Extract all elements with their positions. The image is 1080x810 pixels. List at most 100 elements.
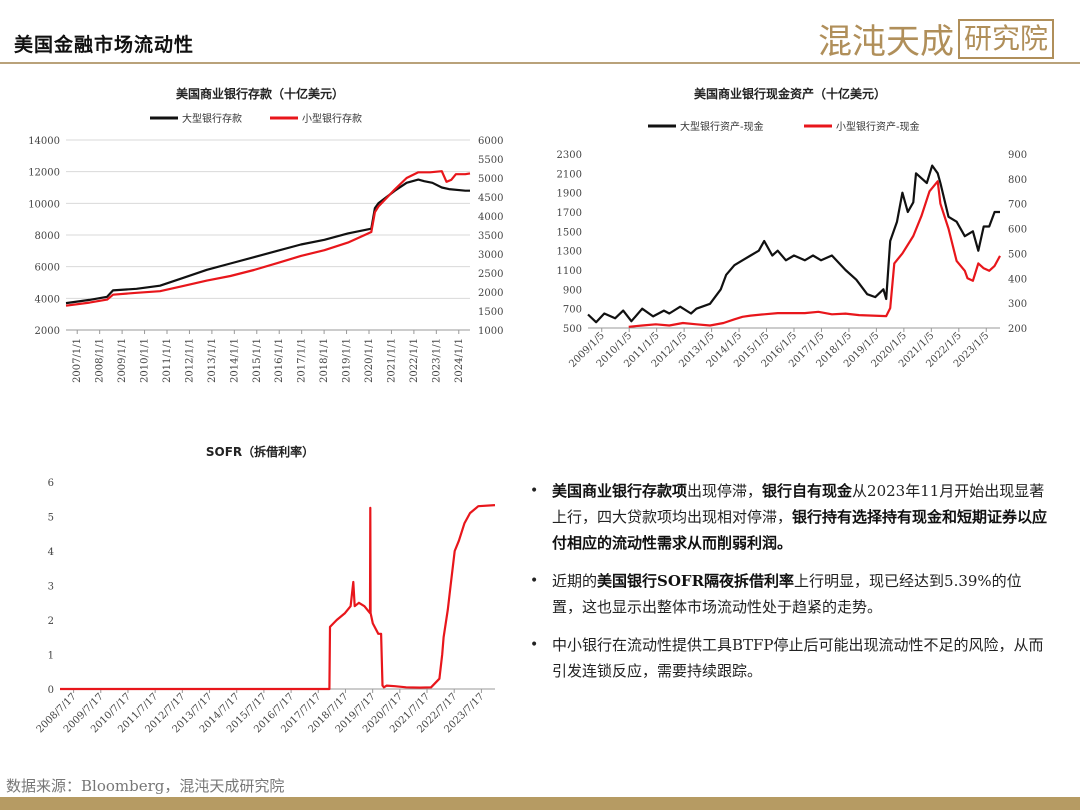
series-line — [60, 504, 496, 691]
x-tick-label: 2011/1/1 — [162, 338, 173, 383]
y-right-tick-label: 4000 — [478, 212, 503, 223]
bullet-item: • 中小银行在流动性提供工具BTFP停止后可能出现流动性不足的风险，从而引发连锁反… — [530, 632, 1050, 684]
series-line — [587, 164, 1000, 324]
y-left-tick-label: 900 — [563, 285, 582, 296]
deposits-chart-svg: 美国商业银行存款（十亿美元） 大型银行存款 小型银行存款 2000 4000 6000 80… — [28, 86, 503, 383]
x-tick-label: 2015/1/1 — [252, 338, 263, 383]
y-left-tick-label: 2000 — [35, 326, 60, 337]
y-left-tick-label: 500 — [563, 324, 582, 335]
bullet-emphasis: 美国银行SOFR隔夜拆借利率 — [597, 572, 795, 590]
y-left-tick-label: 10000 — [28, 199, 60, 210]
page-title: 美国金融市场流动性 — [14, 34, 195, 56]
bullet-item: • 近期的美国银行SOFR隔夜拆借利率上行明显，现已经达到5.39%的位置，这也显… — [530, 568, 1050, 620]
y-right-tick-label: 400 — [1008, 274, 1027, 285]
y-right-tick-label: 200 — [1008, 324, 1027, 335]
y-left-tick-label: 1 — [48, 651, 54, 662]
x-tick-label: 2014/1/1 — [229, 338, 240, 383]
x-tick-label: 2022/1/1 — [409, 338, 420, 383]
y-left-tick-label: 4000 — [35, 294, 60, 305]
y-right-tick-label: 700 — [1008, 200, 1027, 211]
y-left-tick-label: 14000 — [28, 136, 60, 147]
x-tick-label: 2019/1/1 — [342, 338, 353, 383]
commentary-bullets: • 美国商业银行存款项出现停滞，银行自有现金从2023年11月开始出现显著上行，四… — [530, 478, 1050, 696]
y-left-tick-label: 1700 — [557, 208, 582, 219]
y-left-tick-label: 2 — [48, 616, 54, 627]
bullet-run: 从2023年11月开始出现显著上行，四大贷款项均出现相对停滞， — [552, 482, 1045, 526]
source-note: 数据来源：Bloomberg，混沌天成研究院 — [6, 777, 285, 795]
x-tick-label: 2017/1/1 — [297, 338, 308, 383]
sofr-chart-svg: SOFR（拆借利率）01234562008/7/172009/7/172010/… — [35, 444, 496, 735]
y-left-tick-label: 5 — [48, 513, 54, 524]
y-right-tick-label: 2500 — [478, 269, 503, 280]
y-left-tick-label: 12000 — [28, 168, 60, 179]
legend-label: 大型银行存款 — [182, 112, 242, 125]
deposits-chart: 美国商业银行存款（十亿美元） 大型银行存款 小型银行存款 2000 4000 6000 80… — [0, 80, 520, 400]
cash-assets-chart-svg: 美国商业银行现金资产（十亿美元） 大型银行资产-现金 小型银行资产-现金 500 700… — [557, 86, 1028, 370]
y-left-tick-label: 700 — [563, 305, 582, 316]
y-left-tick-label: 1100 — [557, 266, 582, 277]
legend-label: 大型银行资产-现金 — [680, 120, 764, 133]
brand-seal: 研究院 — [957, 18, 1054, 59]
series-line — [65, 178, 470, 305]
bullet-text: 近期的美国银行SOFR隔夜拆借利率上行明显，现已经达到5.39%的位置，这也显示… — [552, 568, 1050, 620]
bullet-emphasis: 美国商业银行存款项 — [552, 482, 688, 500]
x-tick-label: 2024/1/1 — [454, 338, 465, 383]
series-line — [65, 170, 471, 307]
y-right-tick-label: 3000 — [478, 250, 503, 261]
legend-label: 小型银行存款 — [302, 112, 362, 125]
brand-text: 混沌天成 — [817, 22, 954, 62]
y-left-tick-label: 1500 — [557, 227, 582, 238]
y-right-tick-label: 900 — [1008, 150, 1027, 161]
y-left-tick-label: 1900 — [557, 189, 582, 200]
x-tick-label: 2023/1/1 — [431, 338, 442, 383]
y-left-tick-label: 6000 — [35, 263, 60, 274]
x-tick-label: 2007/1/1 — [72, 338, 83, 383]
x-tick-label: 2009/1/1 — [117, 338, 128, 383]
y-right-tick-label: 1500 — [478, 307, 503, 318]
x-tick-label: 2008/1/1 — [95, 338, 106, 383]
y-left-tick-label: 6 — [48, 478, 54, 489]
bullet-run: 中小银行在流动性提供工具BTFP停止后可能出现流动性不足的风险，从而引发连锁反应… — [552, 636, 1044, 680]
y-right-tick-label: 6000 — [478, 136, 503, 147]
y-left-tick-label: 0 — [48, 685, 54, 696]
x-tick-label: 2012/1/1 — [184, 338, 195, 383]
y-right-tick-label: 800 — [1008, 175, 1027, 186]
bullet-text: 中小银行在流动性提供工具BTFP停止后可能出现流动性不足的风险，从而引发连锁反应… — [552, 632, 1050, 684]
chart-title: 美国商业银行存款（十亿美元） — [176, 86, 344, 101]
y-left-tick-label: 2100 — [557, 169, 582, 180]
y-right-tick-label: 1000 — [478, 326, 503, 337]
bullet-emphasis: 银行持有选择持有现金和短期证券以应付相应的流动性需求从而削弱利润。 — [552, 508, 1048, 552]
legend-label: 小型银行资产-现金 — [836, 120, 920, 133]
bullet-text: 美国商业银行存款项出现停滞，银行自有现金从2023年11月开始出现显著上行，四大… — [552, 478, 1050, 556]
x-tick-label: 2010/1/1 — [140, 338, 151, 383]
y-left-tick-label: 4 — [48, 547, 54, 558]
y-right-tick-label: 500 — [1008, 249, 1027, 260]
y-left-tick-label: 8000 — [35, 231, 60, 242]
series-line — [628, 180, 1001, 328]
y-right-tick-label: 4500 — [478, 193, 503, 204]
bullet-item: • 美国商业银行存款项出现停滞，银行自有现金从2023年11月开始出现显著上行，四… — [530, 478, 1050, 556]
x-tick-label: 2018/1/1 — [319, 338, 330, 383]
y-left-tick-label: 3 — [48, 582, 54, 593]
y-right-tick-label: 300 — [1008, 299, 1027, 310]
bullet-run: 近期的 — [552, 572, 598, 590]
x-tick-label: 2021/1/1 — [386, 338, 397, 383]
bullet-dot: • — [530, 483, 539, 499]
x-tick-label: 2016/1/1 — [274, 338, 285, 383]
y-right-tick-label: 5500 — [478, 155, 503, 166]
bullet-run: 出现停滞， — [687, 482, 763, 500]
bullet-dot: • — [530, 637, 539, 653]
y-right-tick-label: 2000 — [478, 288, 503, 299]
bullet-emphasis: 银行自有现金 — [762, 482, 853, 500]
y-right-tick-label: 600 — [1008, 225, 1027, 236]
footer-bar — [0, 797, 1080, 810]
bullet-dot: • — [530, 573, 539, 589]
bullet-run: 上行明显，现已经达到5.39%的位置，这也显示出整体市场流动性处于趋紧的走势。 — [552, 572, 1022, 616]
y-left-tick-label: 2300 — [557, 150, 582, 161]
cash-assets-chart: 美国商业银行现金资产（十亿美元） 大型银行资产-现金 小型银行资产-现金 500 700… — [530, 80, 1080, 400]
title-divider — [0, 62, 1080, 64]
x-tick-label: 2020/1/1 — [364, 338, 375, 383]
y-right-tick-label: 3500 — [478, 231, 503, 242]
sofr-chart: SOFR（拆借利率） 0 1 2 3 4 5 6 2008/7/17 2009/7/17 2010/… — [0, 438, 520, 768]
x-tick-label: 2013/1/1 — [207, 338, 218, 383]
